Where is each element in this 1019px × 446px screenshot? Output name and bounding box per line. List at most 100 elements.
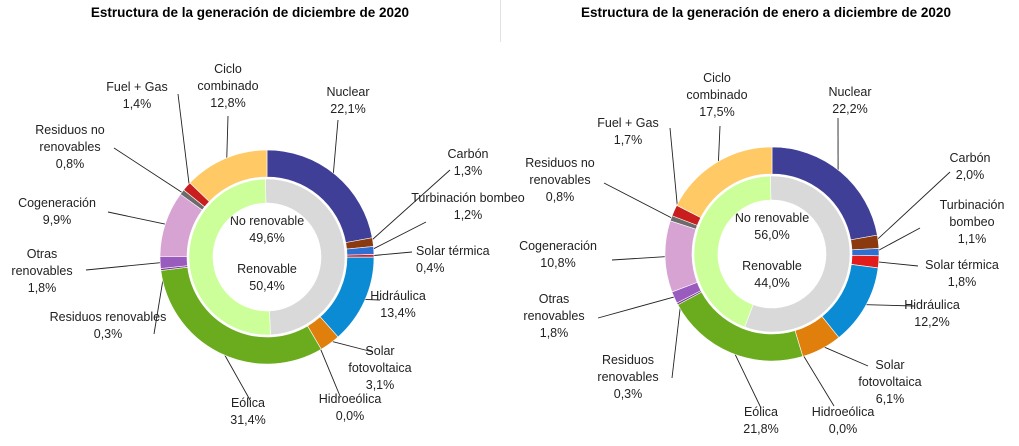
slice-label-otras-renovables: Otras <box>539 292 570 306</box>
slice-label-nuclear: Nuclear <box>828 85 871 99</box>
slice-value-solar-fotovoltaica: 3,1% <box>366 378 395 392</box>
slice-label-fuel-gas: Fuel + Gas <box>106 80 168 94</box>
slice-label-nuclear: Nuclear <box>326 85 369 99</box>
slice-solar-termica <box>346 254 375 258</box>
inner-value-renovable: 44,0% <box>754 276 789 290</box>
slice-label-residuos-no-renovables: Residuos no <box>525 156 595 170</box>
slice-value-carbon: 2,0% <box>956 168 985 182</box>
leader-line-solar-termica <box>874 261 919 267</box>
leader-line-cogeneracion <box>611 255 670 261</box>
leader-line-eolica <box>732 348 762 409</box>
slice-value-nuclear: 22,1% <box>330 102 365 116</box>
slice-value-fuel-gas: 1,4% <box>123 97 152 111</box>
slice-ciclo-combinado <box>189 149 268 202</box>
slice-value-otras-renovables: 1,8% <box>28 281 57 295</box>
slice-label-hidroeolica: Hidroeólica <box>319 392 382 406</box>
slice-value-residuos-no-renovables: 0,8% <box>56 157 85 171</box>
slice-label-residuos-no-renovables: renovables <box>39 140 100 154</box>
slice-value-hidraulica: 13,4% <box>380 306 415 320</box>
leader-line-residuos-no-renovables <box>603 182 676 220</box>
slice-value-otras-renovables: 1,8% <box>540 326 569 340</box>
leader-line-hidroeolica <box>318 345 341 397</box>
inner-value-no-renovable: 49,6% <box>249 231 284 245</box>
leader-line-otras-renovables <box>85 261 165 271</box>
slice-label-solar-fotovoltaica: Solar <box>875 358 904 372</box>
slice-label-carbon: Carbón <box>950 151 991 165</box>
slice-label-solar-termica: Solar térmica <box>925 258 999 272</box>
slice-value-solar-fotovoltaica: 6,1% <box>876 392 905 406</box>
slice-label-hidraulica: Hidráulica <box>904 298 960 312</box>
slice-label-hidroeolica: Hidroeólica <box>812 405 875 419</box>
slice-label-solar-fotovoltaica: fotovoltaica <box>858 375 921 389</box>
leader-line-eolica <box>221 349 251 401</box>
slice-value-eolica: 31,4% <box>230 413 265 427</box>
slice-label-residuos-renovables: Residuos <box>602 353 654 367</box>
leader-line-fuel-gas <box>669 127 679 213</box>
inner-slice-no-renovable <box>744 175 851 333</box>
slice-value-hidroeolica: 0,0% <box>336 409 365 423</box>
slice-label-turbinacion-bombeo: bombeo <box>949 215 994 229</box>
leader-line-carbon <box>368 169 451 243</box>
slice-value-ciclo-combinado: 17,5% <box>699 105 734 119</box>
slice-value-solar-termica: 0,4% <box>416 261 445 275</box>
slice-label-ciclo-combinado: Ciclo <box>703 71 731 85</box>
inner-slice-renovable <box>188 178 271 336</box>
inner-slice-no-renovable <box>265 178 346 336</box>
chart-divider <box>500 0 501 42</box>
inner-value-renovable: 50,4% <box>249 279 284 293</box>
slice-label-carbon: Carbón <box>448 147 489 161</box>
slice-value-turbinacion-bombeo: 1,1% <box>958 232 987 246</box>
leader-line-solar-fotovoltaica <box>819 344 869 367</box>
slice-value-residuos-renovables: 0,3% <box>94 327 123 341</box>
slice-label-residuos-renovables: Residuos renovables <box>50 310 167 324</box>
slice-label-cogeneracion: Cogeneración <box>519 239 597 253</box>
leader-line-ciclo-combinado <box>226 115 229 163</box>
slice-label-solar-termica: Solar térmica <box>416 244 490 258</box>
inner-label-no-renovable: No renovable <box>735 211 809 225</box>
slice-value-cogeneracion: 10,8% <box>540 256 575 270</box>
slice-ciclo-combinado <box>676 146 773 219</box>
slice-label-cogeneracion: Cogeneración <box>18 196 96 210</box>
slice-label-ciclo-combinado: combinado <box>197 79 258 93</box>
slice-label-eolica: Eólica <box>231 396 265 410</box>
inner-slice-renovable <box>693 175 772 328</box>
slice-label-otras-renovables: Otras <box>27 247 58 261</box>
leader-line-hidraulica <box>861 304 915 307</box>
slice-label-solar-fotovoltaica: fotovoltaica <box>348 361 411 375</box>
leader-line-carbon <box>874 171 951 243</box>
slice-value-hidraulica: 12,2% <box>914 315 949 329</box>
slice-value-eolica: 21,8% <box>743 422 778 436</box>
leader-line-fuel-gas <box>177 93 191 190</box>
slice-label-solar-fotovoltaica: Solar <box>365 344 394 358</box>
slice-value-residuos-renovables: 0,3% <box>614 387 643 401</box>
slice-label-fuel-gas: Fuel + Gas <box>597 116 659 130</box>
slice-value-carbon: 1,3% <box>454 164 483 178</box>
slice-value-cogeneracion: 9,9% <box>43 213 72 227</box>
slice-label-ciclo-combinado: combinado <box>686 88 747 102</box>
leader-line-residuos-renovables <box>671 301 682 379</box>
slice-value-hidroeolica: 0,0% <box>829 422 858 436</box>
slice-value-turbinacion-bombeo: 1,2% <box>454 208 483 222</box>
slice-label-ciclo-combinado: Ciclo <box>214 62 242 76</box>
slice-label-residuos-no-renovables: renovables <box>529 173 590 187</box>
inner-label-no-renovable: No renovable <box>230 214 304 228</box>
leader-line-cogeneracion <box>107 211 170 226</box>
donut-chart-2: Estructura de la generación de enero a d… <box>519 5 1004 436</box>
donut-hole <box>718 200 826 308</box>
leader-line-otras-renovables <box>597 295 679 319</box>
slice-label-hidraulica: Hidráulica <box>370 289 426 303</box>
inner-label-renovable: Renovable <box>742 259 802 273</box>
slice-label-otras-renovables: renovables <box>11 264 72 278</box>
leader-line-hidroeolica <box>801 352 835 407</box>
leader-line-ciclo-combinado <box>717 125 721 167</box>
slice-value-nuclear: 22,2% <box>832 102 867 116</box>
chart-title: Estructura de la generación de enero a d… <box>581 5 951 20</box>
chart-title: Estructura de la generación de diciembre… <box>91 5 409 20</box>
slice-label-residuos-no-renovables: Residuos no <box>35 123 105 137</box>
slice-value-solar-termica: 1,8% <box>948 275 977 289</box>
slice-value-ciclo-combinado: 12,8% <box>210 96 245 110</box>
donut-hole <box>213 203 321 311</box>
slice-turbinacion-bombeo <box>851 248 880 257</box>
inner-value-no-renovable: 56,0% <box>754 228 789 242</box>
